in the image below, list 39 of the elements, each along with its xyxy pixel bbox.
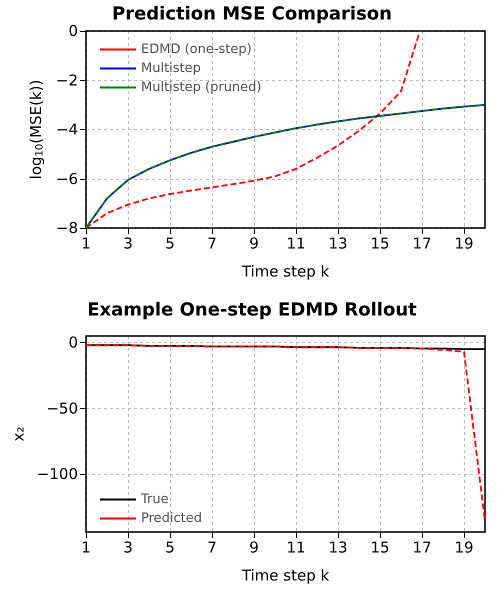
chart-title: Prediction MSE Comparison [112, 4, 392, 24]
x-tick-label: 17 [412, 538, 432, 556]
y-tick-label: 0 [68, 334, 78, 352]
y-tick-label: −4 [56, 120, 78, 138]
x-tick-label: 3 [123, 538, 133, 556]
x-tick-label: 1 [81, 538, 91, 556]
x-tick-label: 13 [328, 234, 348, 252]
x-tick-label: 5 [165, 234, 175, 252]
y-axis-title: log10(MSE(k)) [26, 80, 46, 180]
legend-label: True [140, 492, 169, 507]
chart-title: Example One-step EDMD Rollout [87, 300, 418, 320]
x-tick-label: 19 [454, 234, 474, 252]
legend-label: Predicted [141, 511, 202, 526]
x-tick-label: 7 [207, 538, 217, 556]
x-tick-label: 7 [207, 234, 217, 252]
x-tick-label: 9 [249, 234, 259, 252]
x-tick-label: 11 [286, 538, 306, 556]
legend-label: Multistep (pruned) [141, 80, 262, 95]
x-axis-title: Time step k [240, 262, 330, 280]
x-tick-label: 17 [412, 234, 432, 252]
x-tick-label: 15 [370, 234, 390, 252]
x-tick-label: 11 [286, 234, 306, 252]
x-tick-label: 5 [165, 538, 175, 556]
x-tick-label: 9 [249, 538, 259, 556]
legend-label: Multistep [141, 61, 201, 76]
y-axis-title: x₂ [9, 426, 28, 442]
x-tick-label: 1 [81, 234, 91, 252]
x-tick-label: 13 [328, 538, 348, 556]
x-axis-title: Time step k [240, 566, 330, 584]
x-tick-label: 3 [123, 234, 133, 252]
y-tick-label: −2 [56, 71, 78, 90]
y-tick-label: −100 [36, 465, 78, 484]
y-tick-label: −6 [56, 170, 78, 188]
x-tick-label: 15 [370, 538, 390, 556]
y-tick-label: −8 [56, 219, 78, 237]
y-tick-label: −50 [46, 399, 78, 418]
legend-label: EDMD (one-step) [141, 42, 252, 57]
x-tick-label: 19 [454, 538, 474, 556]
y-tick-label: 0 [68, 22, 78, 40]
